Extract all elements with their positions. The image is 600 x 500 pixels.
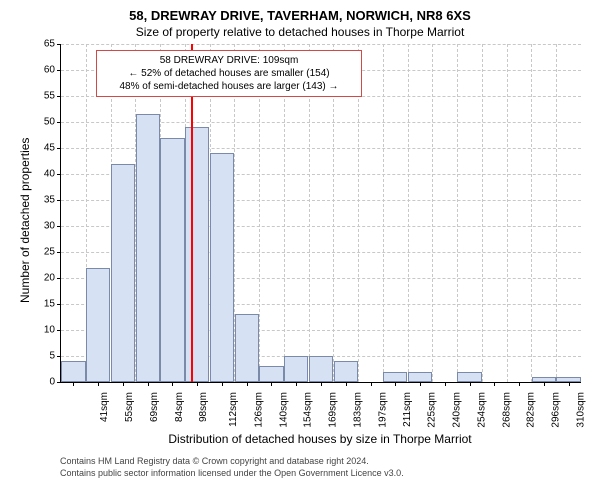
histogram-bar	[185, 127, 209, 382]
histogram-bar	[136, 114, 160, 382]
histogram-bar	[309, 356, 333, 382]
x-tick-label: 154sqm	[303, 392, 314, 428]
y-tick-label: 5	[49, 351, 61, 362]
x-tick-label: 41sqm	[99, 392, 110, 422]
y-axis-label: Number of detached properties	[18, 138, 32, 303]
x-tick-mark	[247, 382, 248, 386]
y-tick-label: 55	[44, 91, 61, 102]
x-tick-mark	[445, 382, 446, 386]
grid-line-v	[531, 44, 532, 382]
chart-title-sub: Size of property relative to detached ho…	[0, 23, 600, 39]
footer-line-1: Contains HM Land Registry data © Crown c…	[60, 456, 404, 468]
histogram-bar	[61, 361, 85, 382]
y-tick-label: 25	[44, 247, 61, 258]
x-tick-label: 84sqm	[174, 392, 185, 422]
grid-line-v	[383, 44, 384, 382]
histogram-bar	[556, 377, 580, 382]
x-tick-label: 296sqm	[551, 392, 562, 428]
grid-line-v	[457, 44, 458, 382]
grid-line-v	[556, 44, 557, 382]
chart-title-main: 58, DREWRAY DRIVE, TAVERHAM, NORWICH, NR…	[0, 0, 600, 23]
y-tick-label: 10	[44, 325, 61, 336]
y-tick-label: 30	[44, 221, 61, 232]
grid-line-h	[61, 44, 581, 45]
x-tick-mark	[271, 382, 272, 386]
x-tick-mark	[98, 382, 99, 386]
histogram-bar	[235, 314, 259, 382]
x-tick-mark	[321, 382, 322, 386]
grid-line-v	[507, 44, 508, 382]
histogram-bar	[284, 356, 308, 382]
x-tick-label: 183sqm	[353, 392, 364, 428]
x-tick-label: 254sqm	[476, 392, 487, 428]
x-tick-mark	[197, 382, 198, 386]
x-tick-label: 98sqm	[198, 392, 209, 422]
y-tick-label: 45	[44, 143, 61, 154]
x-tick-mark	[148, 382, 149, 386]
x-tick-label: 169sqm	[328, 392, 339, 428]
x-tick-label: 240sqm	[452, 392, 463, 428]
histogram-bar	[334, 361, 358, 382]
y-tick-label: 20	[44, 273, 61, 284]
y-tick-label: 15	[44, 299, 61, 310]
histogram-bar	[408, 372, 432, 382]
y-tick-label: 40	[44, 169, 61, 180]
grid-line-v	[482, 44, 483, 382]
x-tick-mark	[470, 382, 471, 386]
y-tick-label: 60	[44, 65, 61, 76]
x-tick-mark	[420, 382, 421, 386]
grid-line-v	[408, 44, 409, 382]
histogram-bar	[86, 268, 110, 382]
x-tick-mark	[371, 382, 372, 386]
x-tick-mark	[222, 382, 223, 386]
histogram-bar	[111, 164, 135, 382]
x-tick-mark	[346, 382, 347, 386]
y-tick-label: 35	[44, 195, 61, 206]
x-tick-mark	[519, 382, 520, 386]
footer-line-2: Contains public sector information licen…	[60, 468, 404, 480]
annotation-line-3: 48% of semi-detached houses are larger (…	[103, 80, 355, 93]
x-tick-mark	[296, 382, 297, 386]
x-tick-mark	[494, 382, 495, 386]
y-tick-label: 0	[49, 377, 61, 388]
histogram-bar	[532, 377, 556, 382]
histogram-bar	[160, 138, 184, 382]
x-tick-label: 282sqm	[526, 392, 537, 428]
x-tick-label: 140sqm	[278, 392, 289, 428]
footer: Contains HM Land Registry data © Crown c…	[60, 456, 404, 479]
chart-container: 58, DREWRAY DRIVE, TAVERHAM, NORWICH, NR…	[0, 0, 600, 500]
x-tick-label: 126sqm	[254, 392, 265, 428]
x-tick-label: 55sqm	[124, 392, 135, 422]
x-tick-mark	[544, 382, 545, 386]
grid-line-v	[432, 44, 433, 382]
annotation-line-2: ← 52% of detached houses are smaller (15…	[103, 67, 355, 80]
x-tick-label: 69sqm	[149, 392, 160, 422]
x-tick-label: 310sqm	[575, 392, 586, 428]
x-tick-mark	[172, 382, 173, 386]
x-tick-mark	[123, 382, 124, 386]
histogram-bar	[259, 366, 283, 382]
x-tick-label: 211sqm	[401, 392, 412, 427]
annotation-box: 58 DREWRAY DRIVE: 109sqm ← 52% of detach…	[96, 50, 362, 97]
x-axis-label: Distribution of detached houses by size …	[60, 432, 580, 446]
y-tick-label: 65	[44, 39, 61, 50]
histogram-bar	[383, 372, 407, 382]
x-tick-label: 268sqm	[501, 392, 512, 428]
x-tick-label: 112sqm	[228, 392, 239, 427]
histogram-bar	[457, 372, 481, 382]
x-tick-label: 225sqm	[427, 392, 438, 428]
annotation-line-1: 58 DREWRAY DRIVE: 109sqm	[103, 54, 355, 67]
x-tick-mark	[569, 382, 570, 386]
x-tick-mark	[395, 382, 396, 386]
y-tick-label: 50	[44, 117, 61, 128]
histogram-bar	[210, 153, 234, 382]
x-tick-label: 197sqm	[377, 392, 388, 428]
x-tick-mark	[73, 382, 74, 386]
